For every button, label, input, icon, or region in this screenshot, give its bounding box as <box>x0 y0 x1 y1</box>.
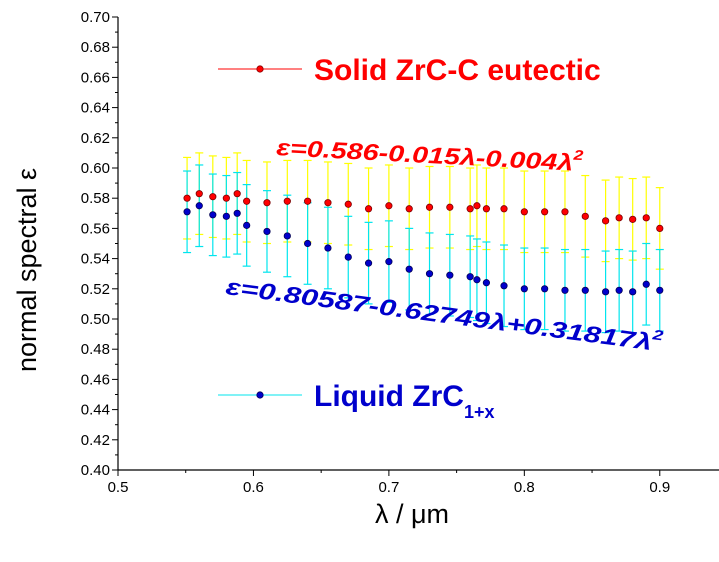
data-point <box>209 211 217 219</box>
data-point <box>581 212 589 220</box>
data-point <box>642 280 650 288</box>
x-tick-label: 0.8 <box>514 479 535 496</box>
data-point <box>541 208 549 216</box>
data-point <box>520 208 528 216</box>
data-point <box>466 205 474 213</box>
data-point <box>615 286 623 294</box>
x-tick-label: 0.7 <box>378 479 399 496</box>
data-point <box>364 205 373 213</box>
y-ticks: 0.40 0.42 0.44 0.46 0.48 0.50 0.52 0.54 0.56 0.58… <box>81 9 118 479</box>
data-point <box>364 259 373 267</box>
data-point <box>482 279 491 287</box>
y-tick-label: 0.56 <box>81 220 110 237</box>
data-point <box>656 224 664 232</box>
legend-liquid-label: Liquid ZrC1+x <box>314 380 495 422</box>
y-tick-label: 0.66 <box>81 69 110 86</box>
data-point <box>183 194 191 202</box>
data-point <box>425 203 434 211</box>
x-ticks: 0.5 0.6 0.7 0.8 0.9 <box>108 470 670 496</box>
x-tick-label: 0.5 <box>108 479 129 496</box>
y-tick-label: 0.70 <box>81 9 110 26</box>
data-point <box>482 205 491 213</box>
y-tick-label: 0.46 <box>81 371 110 388</box>
data-point <box>446 203 454 211</box>
plot-area: 0.40 0.42 0.44 0.46 0.48 0.50 0.52 0.54 0.56 0.58… <box>81 9 719 496</box>
data-point <box>263 199 271 207</box>
data-point <box>541 285 549 293</box>
data-point <box>500 282 508 290</box>
x-tick-label: 0.9 <box>649 479 670 496</box>
data-point <box>222 194 230 202</box>
data-point <box>629 288 637 296</box>
data-point <box>195 202 203 210</box>
data-point <box>304 239 312 248</box>
data-point <box>283 232 291 240</box>
legend-solid-marker <box>256 65 264 73</box>
data-point <box>629 215 637 223</box>
data-point <box>209 193 217 201</box>
data-point <box>283 197 291 205</box>
legend-liquid-marker <box>256 391 264 399</box>
y-tick-label: 0.62 <box>81 130 110 147</box>
data-point <box>561 286 569 294</box>
y-tick-label: 0.64 <box>81 100 110 117</box>
legend-item-liquid: Liquid ZrC1+x <box>218 380 495 422</box>
data-point <box>656 286 664 294</box>
data-point <box>233 209 241 217</box>
data-point <box>615 214 623 222</box>
y-tick-label: 0.68 <box>81 39 110 56</box>
y-tick-label: 0.54 <box>81 251 110 268</box>
y-tick-label: 0.58 <box>81 190 110 207</box>
data-point <box>581 286 589 294</box>
data-point <box>263 227 271 236</box>
data-point <box>405 265 413 273</box>
y-tick-label: 0.60 <box>81 160 110 177</box>
data-point <box>561 208 569 216</box>
data-point <box>473 202 481 210</box>
data-point <box>385 202 393 210</box>
legend-item-solid: Solid ZrC-C eutectic <box>218 54 601 87</box>
data-point <box>344 253 352 261</box>
y-tick-label: 0.44 <box>81 402 110 419</box>
data-point <box>500 205 508 213</box>
data-point <box>195 190 203 198</box>
data-point <box>243 221 251 229</box>
y-tick-label: 0.40 <box>81 462 110 479</box>
x-tick-label: 0.6 <box>243 479 264 496</box>
data-point <box>222 212 230 220</box>
data-point <box>183 208 191 216</box>
data-point <box>243 197 251 205</box>
data-point <box>344 200 352 208</box>
data-point <box>385 258 393 266</box>
data-point <box>601 217 610 225</box>
data-point <box>233 190 241 198</box>
y-tick-label: 0.42 <box>81 432 110 449</box>
data-point <box>405 205 413 213</box>
data-point <box>304 197 312 205</box>
y-tick-label: 0.52 <box>81 281 110 298</box>
data-point <box>324 244 332 252</box>
legend-solid-label: Solid ZrC-C eutectic <box>314 54 601 87</box>
y-tick-label: 0.50 <box>81 311 110 328</box>
data-points <box>183 190 664 296</box>
data-point <box>473 276 481 284</box>
data-point <box>446 271 454 279</box>
data-point <box>642 214 650 222</box>
y-axis-title: normal spectral ε <box>12 168 42 372</box>
x-axis-title: λ / μm <box>375 499 449 529</box>
y-tick-label: 0.48 <box>81 341 110 358</box>
annotation-liquid-fit: ε=0.80587-0.62749λ+0.31817λ 2 <box>224 270 664 356</box>
data-point <box>425 270 434 278</box>
data-point <box>466 273 474 281</box>
data-point <box>324 199 332 207</box>
data-point <box>520 285 528 293</box>
data-point <box>601 288 610 296</box>
